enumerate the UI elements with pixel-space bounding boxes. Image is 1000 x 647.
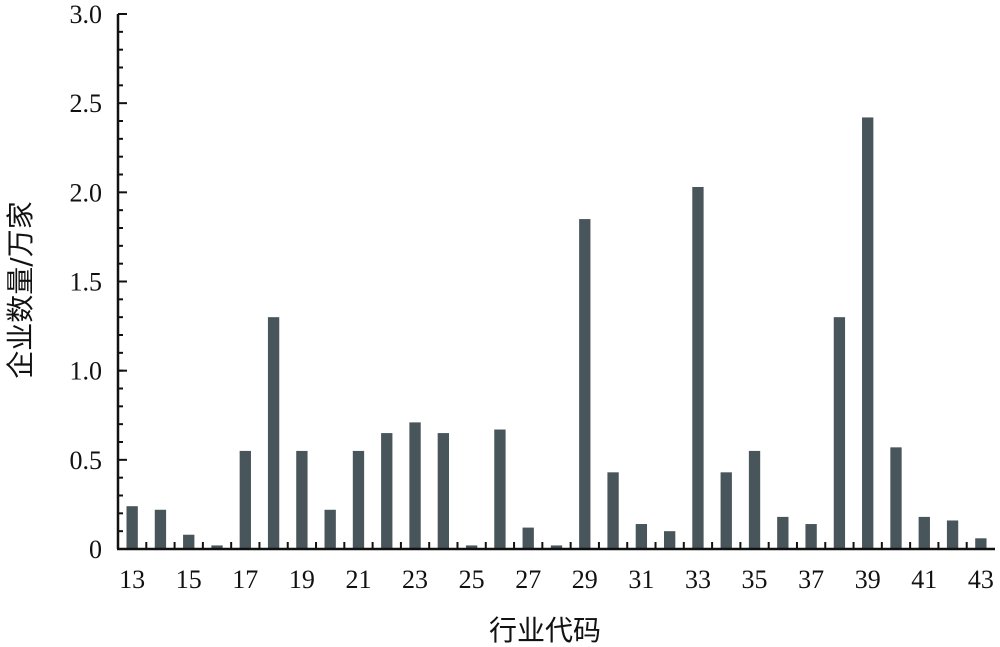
bar-37 [805, 524, 817, 549]
bar-26 [494, 429, 506, 549]
bar-42 [946, 520, 959, 549]
y-tick-label: 2.0 [70, 178, 103, 207]
bar-29 [579, 219, 591, 549]
bar-28 [550, 545, 563, 549]
bar-23 [409, 422, 421, 549]
bar-22 [381, 433, 393, 549]
bars-group [126, 117, 987, 550]
bar-38 [833, 317, 846, 549]
y-tick-label: 0 [89, 535, 102, 564]
bar-35 [748, 450, 761, 549]
y-axis-ticks: 0 0.5 1.0 1.5 2.0 2.5 3.0 [70, 0, 127, 564]
bar-14 [154, 509, 167, 549]
x-tick-label: 29 [572, 565, 598, 594]
x-tick-label: 39 [855, 565, 881, 594]
x-tick-label: 19 [289, 565, 315, 594]
x-tick-label: 25 [459, 565, 485, 594]
y-tick-label: 2.5 [70, 89, 103, 118]
bar-39 [862, 117, 874, 550]
bar-24 [437, 433, 449, 549]
bar-18 [267, 317, 280, 549]
bar-21 [352, 450, 365, 549]
bar-32 [664, 531, 676, 549]
bar-31 [635, 524, 648, 549]
x-tick-label: 15 [176, 565, 202, 594]
x-tick-label: 37 [798, 565, 824, 594]
bar-20 [324, 509, 336, 549]
bar-33 [692, 186, 704, 550]
bar-27 [522, 527, 534, 549]
x-tick-label: 17 [232, 565, 258, 594]
x-tick-label: 41 [911, 565, 937, 594]
x-tick-label: 23 [402, 565, 428, 594]
bar-43 [975, 538, 987, 549]
x-axis-ticks: 13 15 17 19 21 23 25 27 29 31 33 35 37 39 41 43 [119, 542, 994, 594]
bar-25 [465, 545, 478, 549]
x-axis-title: 行业代码 [489, 614, 601, 647]
bar-15 [183, 534, 195, 549]
x-tick-label: 43 [968, 565, 994, 594]
x-tick-label: 21 [345, 565, 371, 594]
y-tick-label: 1.0 [70, 357, 103, 386]
x-tick-label: 13 [119, 565, 145, 594]
bar-34 [720, 472, 732, 549]
bar-30 [607, 472, 619, 549]
y-tick-label: 3.0 [70, 0, 103, 29]
bar-40 [890, 447, 902, 549]
bar-17 [239, 450, 251, 549]
y-tick-label: 1.5 [70, 268, 103, 297]
bar-16 [211, 545, 223, 549]
bar-41 [918, 516, 930, 549]
x-tick-label: 33 [685, 565, 711, 594]
bar-19 [296, 450, 308, 549]
x-tick-label: 31 [628, 565, 654, 594]
x-tick-label: 27 [515, 565, 541, 594]
x-tick-label: 35 [742, 565, 768, 594]
y-tick-label: 0.5 [70, 446, 103, 475]
bar-13 [126, 506, 138, 549]
y-axis-title: 企业数量/万家 [4, 201, 37, 378]
bar-36 [777, 516, 789, 549]
